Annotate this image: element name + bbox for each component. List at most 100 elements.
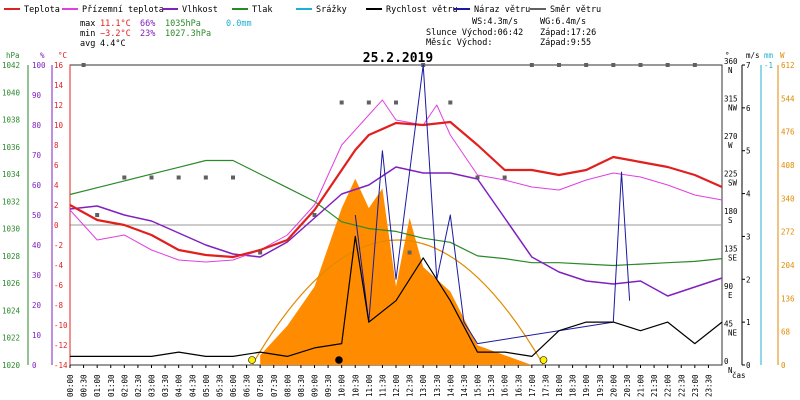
w-unit: W (780, 51, 785, 60)
x-tick-label: 09:00 (311, 374, 320, 397)
ms-tick-label: 5 (746, 147, 751, 156)
wind-direction-point (149, 175, 154, 180)
x-tick-label: 19:00 (582, 374, 591, 397)
x-tick-label: 15:00 (474, 374, 483, 397)
pressure-line (69, 159, 723, 267)
stats-block: max 11.1°C 66% 1035hPa 0.0mm min −3.2°C … (80, 17, 596, 49)
stat-avg-temp: 4.4°C (100, 39, 126, 49)
temp-tick-label: -2 (54, 241, 63, 250)
ms-tick-label: 4 (746, 190, 751, 199)
x-tick-label: 17:00 (528, 374, 537, 397)
x-tick-label: 10:00 (338, 374, 347, 397)
ms-unit: m/s (746, 51, 760, 60)
x-tick-label: 08:30 (297, 374, 306, 397)
w-tick-label: 68 (781, 328, 791, 337)
dir-tick-label: 225 (724, 170, 738, 179)
x-tick-label: 18:00 (555, 374, 564, 397)
ms-tick-label: 7 (746, 61, 751, 70)
legend-label: Teplota (24, 5, 60, 15)
x-tick-label: 04:00 (175, 374, 184, 397)
x-tick-label: 16:30 (514, 374, 523, 397)
stat-max-label: max (80, 19, 95, 29)
plot-area (69, 63, 723, 366)
w-tick-label: 544 (781, 94, 795, 103)
wind-direction-point (81, 63, 86, 67)
x-axis-label: čas (732, 371, 746, 380)
wind-direction-point (692, 63, 697, 67)
wind-direction-point (557, 63, 561, 67)
pct-tick-label: 10 (32, 331, 42, 340)
hpa-tick-label: 1026 (2, 279, 21, 288)
temp-tick-label: 4 (54, 181, 59, 190)
dir-name-label: SE (728, 254, 738, 263)
wind-direction-point (231, 175, 235, 180)
wind-direction-point (529, 63, 534, 67)
legend-label: Srážky (316, 5, 347, 15)
w-tick-label: 0 (781, 361, 786, 370)
pct-unit: % (40, 51, 45, 60)
x-tick-label: 08:00 (283, 374, 292, 397)
legend-label: Rychlost větru (386, 5, 458, 15)
sunrise-marker (248, 356, 256, 364)
dir-name-label: SW (728, 179, 738, 188)
wind-direction-point (475, 175, 480, 180)
dir-name-label: N (728, 366, 733, 375)
x-tick-label: 01:30 (107, 374, 116, 397)
hpa-tick-label: 1036 (2, 143, 21, 152)
wind-direction-point (448, 100, 453, 105)
wind-direction-point (394, 100, 398, 105)
x-tick-label: 11:00 (365, 374, 374, 397)
x-tick-label: 02:00 (120, 374, 129, 397)
stat-moonset: Západ:9:55 (540, 38, 591, 48)
pct-tick-label: 70 (32, 151, 42, 160)
x-tick-label: 07:30 (270, 374, 279, 397)
hpa-tick-label: 1042 (2, 61, 20, 70)
stat-sunset: Západ:17:26 (540, 28, 596, 38)
wind-direction-point (665, 63, 670, 67)
ground-temperature-line (69, 99, 723, 263)
hpa-tick-label: 1038 (2, 116, 21, 125)
x-tick-label: 03:30 (161, 374, 170, 397)
legend-label: Vlhkost (182, 5, 218, 15)
dir-tick-label: 0 (724, 357, 729, 366)
hpa-tick-label: 1024 (2, 306, 21, 315)
stat-max-rain: 0.0mm (226, 19, 252, 29)
stat-min-label: min (80, 29, 95, 39)
x-tick-label: 15:30 (487, 374, 496, 397)
dir-name-label: NE (728, 329, 738, 338)
dir-name-label: E (728, 291, 733, 300)
dir-tick-label: 135 (724, 245, 738, 254)
legend-label: Náraz větru (474, 5, 530, 15)
x-tick-label: 00:30 (80, 374, 89, 397)
wind-direction-point (611, 63, 616, 67)
mm-top-tick: -1 (764, 61, 773, 70)
stat-max-press: 1035hPa (165, 19, 201, 29)
temp-tick-label: -12 (54, 341, 68, 350)
w-tick-label: 612 (781, 61, 795, 70)
x-tick-label: 20:00 (609, 374, 618, 397)
ms-tick-label: 6 (746, 104, 751, 113)
sunset-marker (539, 356, 548, 364)
dir-tick-label: 45 (724, 320, 733, 329)
x-tick-label: 21:00 (637, 374, 646, 397)
temperature-line (69, 120, 723, 259)
dir-tick-label: 270 (724, 132, 738, 141)
wind-direction-point (258, 250, 263, 255)
pct-tick-label: 100 (32, 61, 46, 70)
stat-min-hum: 23% (140, 29, 155, 39)
dir-name-label: NW (728, 104, 738, 113)
x-tick-label: 01:00 (93, 374, 102, 397)
hpa-unit: hPa (6, 51, 20, 60)
hpa-tick-label: 1022 (2, 334, 20, 343)
hpa-tick-label: 1028 (2, 252, 21, 261)
pct-tick-label: 50 (32, 211, 42, 220)
temp-tick-label: -8 (54, 301, 64, 310)
hpa-tick-label: 1040 (2, 88, 21, 97)
x-tick-label: 21:30 (650, 374, 659, 397)
ms-tick-label: 3 (746, 232, 751, 241)
dir-name-label: N (728, 66, 733, 75)
w-tick-label: 476 (781, 128, 795, 137)
temp-tick-label: 0 (54, 221, 59, 230)
wind-direction-point (203, 175, 208, 180)
